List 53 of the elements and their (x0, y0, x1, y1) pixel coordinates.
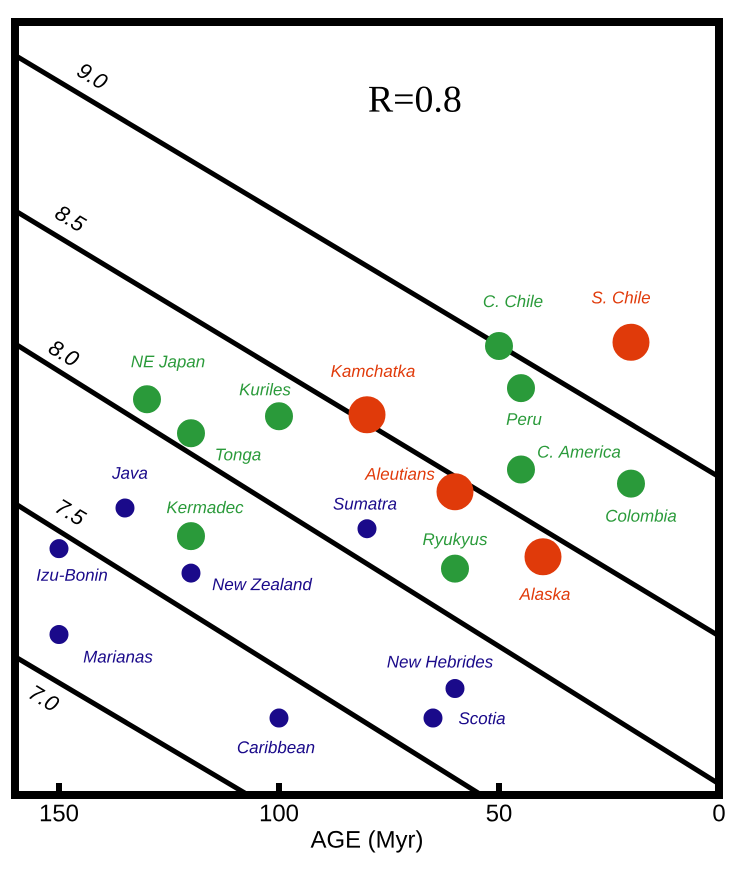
x-tick-label: 100 (260, 804, 298, 822)
annotation: New Hebrides (387, 655, 493, 668)
x-tick-label: 50 (486, 804, 512, 822)
annotation: Alaska (518, 588, 570, 600)
point (49, 624, 68, 644)
point (524, 538, 562, 576)
point (506, 456, 535, 484)
point (269, 708, 288, 728)
point (484, 332, 513, 360)
point (357, 519, 376, 538)
text: 8.0 (48, 341, 80, 365)
text: 8.5 (55, 206, 88, 230)
point (176, 522, 205, 550)
point (445, 678, 464, 698)
annotation: R=0.8 (368, 86, 460, 112)
x-axis-title: AGE (Myr) (310, 830, 422, 853)
x-tick-label: 0 (713, 804, 725, 822)
point (612, 324, 650, 361)
annotation: Peru (506, 413, 542, 426)
annotation: Aleutians (364, 467, 434, 480)
annotation: New Zealand (212, 578, 312, 590)
text: 9.0 (77, 64, 108, 88)
point (348, 396, 386, 434)
point (264, 402, 293, 430)
point (423, 708, 442, 728)
annotation: C. America (538, 445, 620, 458)
text: 7.0 (29, 685, 60, 710)
text: 7.5 (56, 499, 88, 524)
annotation: C. Chile (484, 294, 542, 308)
annotation: S. Chile (592, 291, 650, 304)
annotation: Kermadec (166, 500, 244, 514)
annotation: Caribbean (238, 740, 314, 754)
point (115, 498, 134, 518)
point (616, 470, 645, 498)
annotation: Ryukyus (423, 532, 488, 549)
point (436, 473, 474, 510)
annotation: Tonga (216, 448, 261, 464)
annotation: NE Japan (131, 356, 204, 371)
point (440, 554, 469, 583)
annotation: Kamchatka (331, 364, 415, 377)
x-tick-label: 150 (40, 804, 78, 822)
annotation: Izu-Bonin (36, 568, 107, 581)
point (176, 419, 205, 448)
annotation: Scotia (458, 712, 505, 724)
annotation: Sumatra (333, 498, 396, 510)
annotation: Kuriles (240, 383, 291, 396)
annotation: Colombia (606, 509, 676, 522)
point (49, 539, 68, 558)
point (506, 374, 535, 402)
point (181, 564, 200, 583)
annotation: Marianas (84, 650, 152, 663)
annotation: Java (112, 467, 148, 479)
point (132, 385, 161, 414)
